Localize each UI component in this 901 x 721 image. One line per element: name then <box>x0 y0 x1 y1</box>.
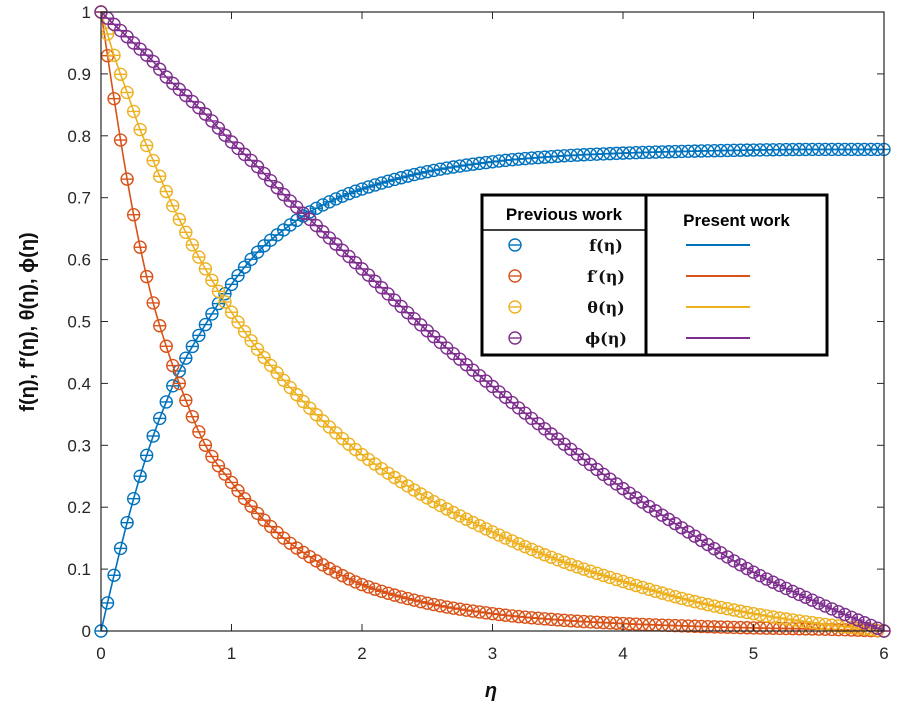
series-1 <box>94 142 891 638</box>
legend: Previous work Present work f(η) f′(η) θ(η) ϕ(… <box>480 193 829 357</box>
x-tick-label: 5 <box>749 644 758 663</box>
x-axis-title: η <box>485 680 497 702</box>
y-tick-label: 0.1 <box>67 560 91 579</box>
legend-entry-3: θ(η) <box>587 298 624 317</box>
x-tick-label: 2 <box>357 644 366 663</box>
legend-entry-4: ϕ(η) <box>585 329 627 348</box>
x-tick-label: 0 <box>96 644 105 663</box>
legend-present-header: Present work <box>683 211 790 230</box>
x-tick-label: 1 <box>227 644 236 663</box>
series-4 <box>94 5 891 638</box>
legend-entry-2: f′(η) <box>587 267 625 286</box>
y-tick-label: 0.4 <box>67 374 91 393</box>
series-layer <box>94 5 891 638</box>
legend-entry-1: f(η) <box>589 236 623 255</box>
y-axis-title: f(η), f′(η), θ(η), ϕ(η) <box>17 232 39 411</box>
legend-box <box>480 193 829 357</box>
axes-layer: 0 1 2 3 4 5 6 0 0.1 0.2 0.3 0.4 0.5 0.6 0.7 0.8 0.9 1 <box>67 3 888 663</box>
legend-previous-header: Previous work <box>506 205 623 224</box>
x-tick-label: 3 <box>488 644 497 663</box>
y-tick-label: 0 <box>82 622 91 641</box>
series-3 <box>94 5 891 638</box>
y-tick-label: 0.8 <box>67 127 91 146</box>
y-tick-label: 0.7 <box>67 189 91 208</box>
y-tick-label: 0.6 <box>67 251 91 270</box>
y-tick-label: 0.9 <box>67 65 91 84</box>
y-tick-label: 0.3 <box>67 436 91 455</box>
y-tick-label: 1 <box>82 3 91 22</box>
x-tick-label: 6 <box>879 644 888 663</box>
x-tick-label: 4 <box>618 644 627 663</box>
y-tick-label: 0.5 <box>67 313 91 332</box>
y-tick-label: 0.2 <box>67 498 91 517</box>
